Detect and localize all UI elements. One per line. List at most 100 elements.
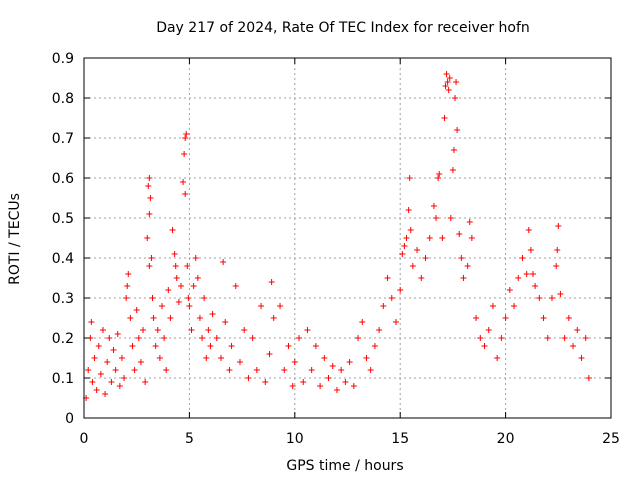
data-point <box>205 327 212 333</box>
data-point <box>570 343 577 349</box>
data-point <box>445 87 452 93</box>
data-point <box>220 259 227 265</box>
data-point <box>296 335 303 341</box>
data-point <box>422 255 429 261</box>
data-point <box>207 343 214 349</box>
data-point <box>439 235 446 241</box>
data-point <box>182 135 189 141</box>
data-point <box>312 343 319 349</box>
data-point <box>291 359 298 365</box>
data-point <box>466 219 473 225</box>
data-point <box>452 95 459 101</box>
y-axis-label: ROTI / TECUs <box>7 193 23 285</box>
data-point <box>464 263 471 269</box>
data-point <box>158 303 165 309</box>
data-point <box>435 175 442 181</box>
data-point <box>502 315 509 321</box>
data-point <box>329 363 336 369</box>
data-point <box>407 227 414 233</box>
data-point <box>116 383 123 389</box>
data-point <box>540 315 547 321</box>
data-point <box>325 375 332 381</box>
data-point <box>544 335 551 341</box>
data-point <box>444 79 451 85</box>
data-point <box>146 175 153 181</box>
data-point <box>585 375 592 381</box>
data-point <box>450 147 457 153</box>
data-point <box>355 335 362 341</box>
data-point <box>150 315 157 321</box>
data-point <box>414 247 421 253</box>
data-point <box>418 275 425 281</box>
data-point <box>218 355 225 361</box>
data-point <box>147 195 154 201</box>
data-point <box>485 327 492 333</box>
y-tick-label: 0 <box>65 411 74 427</box>
data-point <box>190 283 197 289</box>
data-point <box>333 387 340 393</box>
data-point <box>146 211 153 217</box>
data-point <box>304 327 311 333</box>
y-tick-label: 0.9 <box>52 51 74 67</box>
data-point <box>376 327 383 333</box>
data-point <box>236 359 243 365</box>
data-point <box>209 311 216 317</box>
data-point <box>173 275 180 281</box>
data-point <box>266 351 273 357</box>
data-point <box>124 283 131 289</box>
data-point <box>106 335 113 341</box>
y-tick-label: 0.2 <box>52 331 74 347</box>
data-point <box>112 367 119 373</box>
data-point <box>199 335 206 341</box>
data-point <box>536 295 543 301</box>
data-point <box>181 151 188 157</box>
data-point <box>137 359 144 365</box>
data-point <box>350 383 357 389</box>
data-point <box>185 295 192 301</box>
data-point <box>582 335 589 341</box>
data-point <box>449 167 456 173</box>
data-point <box>494 355 501 361</box>
x-tick-label: 15 <box>391 431 409 447</box>
data-point <box>148 255 155 261</box>
data-point <box>317 383 324 389</box>
data-point <box>110 347 117 353</box>
data-point <box>131 367 138 373</box>
data-point <box>118 355 125 361</box>
data-point <box>91 355 98 361</box>
data-point <box>342 379 349 385</box>
data-point <box>401 243 408 249</box>
y-tick-label: 0.5 <box>52 211 74 227</box>
data-point <box>557 291 564 297</box>
data-point <box>165 287 172 293</box>
data-point <box>245 375 252 381</box>
data-point <box>135 335 142 341</box>
data-point <box>262 379 269 385</box>
data-point <box>270 315 277 321</box>
data-point <box>578 355 585 361</box>
data-point <box>121 375 128 381</box>
data-point <box>169 227 176 233</box>
data-point <box>171 251 178 257</box>
data-point <box>177 283 184 289</box>
data-point <box>228 343 235 349</box>
data-point <box>453 79 460 85</box>
data-point <box>188 327 195 333</box>
data-point <box>125 271 132 277</box>
data-point <box>565 315 572 321</box>
data-point <box>213 335 220 341</box>
y-tick-label: 0.6 <box>52 171 74 187</box>
data-point <box>481 343 488 349</box>
data-point <box>285 343 292 349</box>
y-tick-label: 0.4 <box>52 251 74 267</box>
data-point <box>156 355 163 361</box>
data-point <box>277 303 284 309</box>
data-point <box>258 303 265 309</box>
data-point <box>553 263 560 269</box>
data-point <box>183 131 190 137</box>
y-tick-label: 0.7 <box>52 131 74 147</box>
data-point <box>93 387 100 393</box>
data-point <box>146 263 153 269</box>
data-point <box>346 359 353 365</box>
